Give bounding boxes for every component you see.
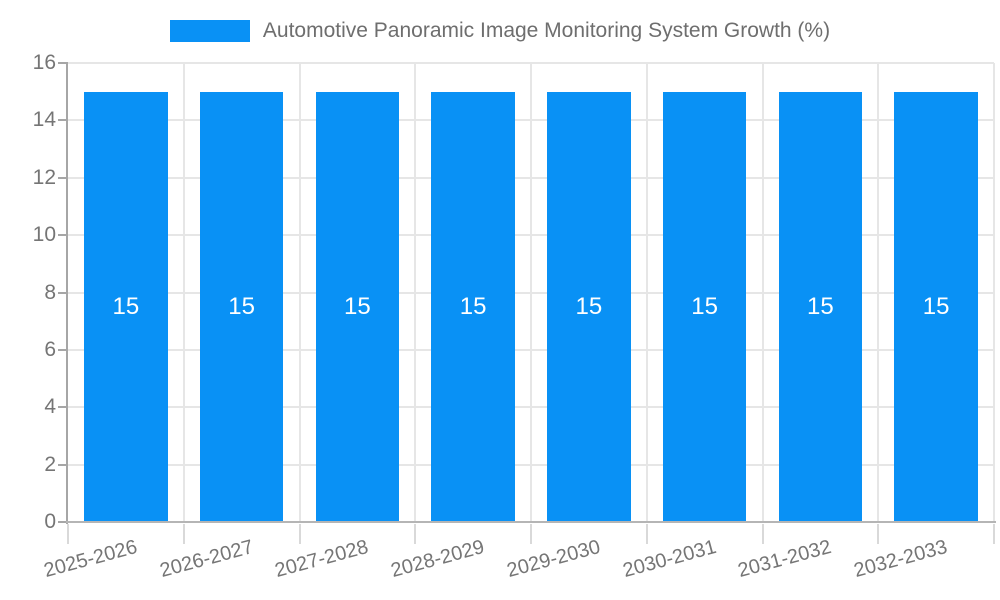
y-tick-label: 0 [44,510,56,533]
y-tick-label: 14 [32,108,56,132]
chart-legend: Automotive Panoramic Image Monitoring Sy… [0,16,1000,46]
bar-value-label: 15 [691,292,718,320]
x-gridline [877,63,880,522]
bar-value-label: 15 [807,292,834,320]
chart-title: Automotive Panoramic Image Monitoring Sy… [262,19,831,42]
bar[interactable] [778,91,863,521]
x-tick-mark [414,524,417,544]
y-tick-label: 10 [32,223,56,247]
x-tick-label: 2025-2026 [41,536,140,583]
x-tick-mark [67,524,69,544]
bar-value-label: 15 [922,292,950,320]
x-tick-mark [298,524,301,544]
y-tick-mark [58,463,68,466]
x-tick-label: 2026-2027 [157,536,256,583]
x-axis-line [66,521,996,523]
y-axis-line [66,63,68,524]
x-tick-mark [530,524,532,544]
y-tick-label: 16 [32,51,56,74]
y-tick-label: 8 [44,280,56,304]
x-tick-label: 2029-2030 [504,536,603,583]
bar-value-label: 15 [459,292,487,320]
x-tick-mark [993,524,995,544]
y-tick-label: 6 [44,337,56,361]
bar[interactable] [547,91,631,521]
x-tick-mark [182,524,185,544]
x-gridline [530,63,532,522]
bar[interactable] [84,91,168,521]
bar[interactable] [662,91,747,521]
y-tick-label: 4 [44,395,56,419]
y-tick-mark [58,406,68,409]
y-tick-label: 2 [44,452,56,476]
x-tick-mark [645,524,648,544]
x-tick-mark [761,524,764,544]
x-tick-label: 2030-2031 [620,536,719,583]
bar-value-label: 15 [228,292,255,320]
bar[interactable] [894,91,978,521]
y-tick-mark [58,348,68,351]
y-tick-label: 12 [32,165,56,189]
y-tick-mark [58,176,68,179]
y-tick-mark [58,119,68,122]
x-gridline [182,63,185,522]
bar[interactable] [315,91,400,521]
legend-swatch[interactable] [169,20,250,42]
y-tick-mark [58,234,68,237]
x-tick-label: 2031-2032 [735,536,835,583]
bar-value-label: 15 [344,292,371,320]
bar[interactable] [431,91,515,521]
y-tick-mark [58,291,68,294]
y-tick-mark [58,521,68,523]
x-tick-label: 2032-2033 [851,536,950,583]
y-tick-mark [58,62,68,64]
x-gridline [761,63,764,522]
bar-value-label: 15 [575,292,603,320]
bar-value-label: 15 [112,292,140,320]
x-tick-label: 2027-2028 [272,536,372,583]
bar[interactable] [199,91,284,521]
x-gridline [298,63,301,522]
x-gridline [993,63,995,522]
x-tick-mark [877,524,880,544]
x-tick-label: 2028-2029 [388,536,487,583]
x-gridline [414,63,417,522]
x-gridline [645,63,648,522]
